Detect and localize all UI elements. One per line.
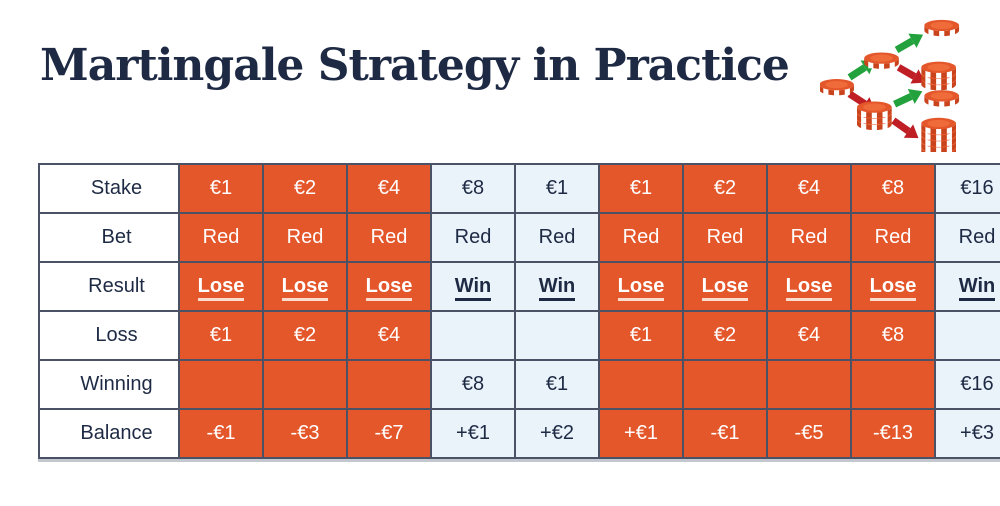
cell-balance-col2: -€3 — [262, 408, 348, 459]
coin-stack — [921, 117, 957, 152]
cell-winning-col4: €8 — [430, 359, 516, 410]
result-value: Lose — [365, 275, 413, 301]
cell-loss-col9: €8 — [850, 310, 936, 361]
cell-bet-col2: Red — [262, 212, 348, 263]
cell-result-col8: Lose — [766, 261, 852, 312]
result-value: Lose — [701, 275, 749, 301]
result-value: Lose — [785, 275, 833, 301]
table-row-balance: Balance -€1 -€3 -€7 +€1 +€2 +€1 -€1 -€5 -€13 +€3 — [38, 408, 1000, 459]
cell-bet-col10: Red — [934, 212, 1000, 263]
coin-stack — [820, 79, 854, 96]
cell-result-col5: Win — [514, 261, 600, 312]
cell-stake-col5: €1 — [514, 163, 600, 214]
row-label-winning: Winning — [38, 359, 180, 410]
cell-balance-col10: +€3 — [934, 408, 1000, 459]
cell-loss-col5 — [514, 310, 600, 361]
cell-balance-col8: -€5 — [766, 408, 852, 459]
cell-stake-col10: €16 — [934, 163, 1000, 214]
cell-result-col1: Lose — [178, 261, 264, 312]
cell-stake-col4: €8 — [430, 163, 516, 214]
result-value: Win — [538, 275, 576, 301]
win-arrow-icon — [891, 83, 926, 112]
result-value: Lose — [617, 275, 665, 301]
cell-loss-col8: €4 — [766, 310, 852, 361]
cell-stake-col1: €1 — [178, 163, 264, 214]
cell-result-col6: Lose — [598, 261, 684, 312]
table-row-stake: Stake €1 €2 €4 €8 €1 €1 €2 €4 €8 €16 — [38, 163, 1000, 214]
cell-winning-col1 — [178, 359, 264, 410]
cell-winning-col5: €1 — [514, 359, 600, 410]
cell-stake-col3: €4 — [346, 163, 432, 214]
cell-bet-col6: Red — [598, 212, 684, 263]
result-value: Win — [454, 275, 492, 301]
coin-stack — [924, 90, 960, 108]
coin-stack — [921, 61, 957, 91]
cell-result-col7: Lose — [682, 261, 768, 312]
cell-winning-col6 — [598, 359, 684, 410]
table-row-result: Result Lose Lose Lose Win Win Lose Lose Lose Lose… — [38, 261, 1000, 312]
row-label-loss: Loss — [38, 310, 180, 361]
coin-stack — [864, 52, 899, 70]
table-row-winning: Winning €8 €1 €16 — [38, 359, 1000, 410]
cell-balance-col6: +€1 — [598, 408, 684, 459]
cell-bet-col9: Red — [850, 212, 936, 263]
row-label-stake: Stake — [38, 163, 180, 214]
cell-loss-col7: €2 — [682, 310, 768, 361]
cell-loss-col2: €2 — [262, 310, 348, 361]
cell-stake-col6: €1 — [598, 163, 684, 214]
cell-balance-col7: -€1 — [682, 408, 768, 459]
cell-loss-col10 — [934, 310, 1000, 361]
cell-balance-col4: +€1 — [430, 408, 516, 459]
cell-winning-col8 — [766, 359, 852, 410]
martingale-table-body: Stake €1 €2 €4 €8 €1 €1 €2 €4 €8 €16 Bet Red Red Red Re… — [38, 163, 1000, 459]
cell-bet-col7: Red — [682, 212, 768, 263]
cell-bet-col5: Red — [514, 212, 600, 263]
cell-bet-col8: Red — [766, 212, 852, 263]
cell-stake-col9: €8 — [850, 163, 936, 214]
coin-stack — [924, 19, 960, 37]
cell-bet-col4: Red — [430, 212, 516, 263]
result-value: Win — [958, 275, 996, 301]
result-value: Lose — [197, 275, 245, 301]
cell-stake-col7: €2 — [682, 163, 768, 214]
coin-tree-icon — [820, 19, 960, 152]
win-arrow-icon — [892, 27, 928, 58]
row-label-bet: Bet — [38, 212, 180, 263]
martingale-table: Stake €1 €2 €4 €8 €1 €1 €2 €4 €8 €16 Bet Red Red Red Re… — [38, 163, 1000, 459]
cell-loss-col3: €4 — [346, 310, 432, 361]
result-value: Lose — [281, 275, 329, 301]
cell-loss-col6: €1 — [598, 310, 684, 361]
row-label-balance: Balance — [38, 408, 180, 459]
result-value: Lose — [869, 275, 917, 301]
cell-winning-col2 — [262, 359, 348, 410]
cell-result-col9: Lose — [850, 261, 936, 312]
cell-balance-col9: -€13 — [850, 408, 936, 459]
cell-winning-col3 — [346, 359, 432, 410]
cell-result-col2: Lose — [262, 261, 348, 312]
table-row-bet: Bet Red Red Red Red Red Red Red Red Red Red — [38, 212, 1000, 263]
cell-stake-col8: €4 — [766, 163, 852, 214]
page-title: Martingale Strategy in Practice — [40, 40, 790, 91]
cell-balance-col1: -€1 — [178, 408, 264, 459]
lose-arrow-icon — [888, 113, 924, 145]
cell-balance-col3: -€7 — [346, 408, 432, 459]
table-row-loss: Loss €1 €2 €4 €1 €2 €4 €8 — [38, 310, 1000, 361]
cell-stake-col2: €2 — [262, 163, 348, 214]
cell-bet-col1: Red — [178, 212, 264, 263]
cell-result-col10: Win — [934, 261, 1000, 312]
cell-bet-col3: Red — [346, 212, 432, 263]
cell-loss-col1: €1 — [178, 310, 264, 361]
row-label-result: Result — [38, 261, 180, 312]
cell-winning-col10: €16 — [934, 359, 1000, 410]
cell-result-col3: Lose — [346, 261, 432, 312]
cell-loss-col4 — [430, 310, 516, 361]
coin-stack — [857, 101, 892, 131]
cell-winning-col9 — [850, 359, 936, 410]
cell-result-col4: Win — [430, 261, 516, 312]
cell-winning-col7 — [682, 359, 768, 410]
cell-balance-col5: +€2 — [514, 408, 600, 459]
